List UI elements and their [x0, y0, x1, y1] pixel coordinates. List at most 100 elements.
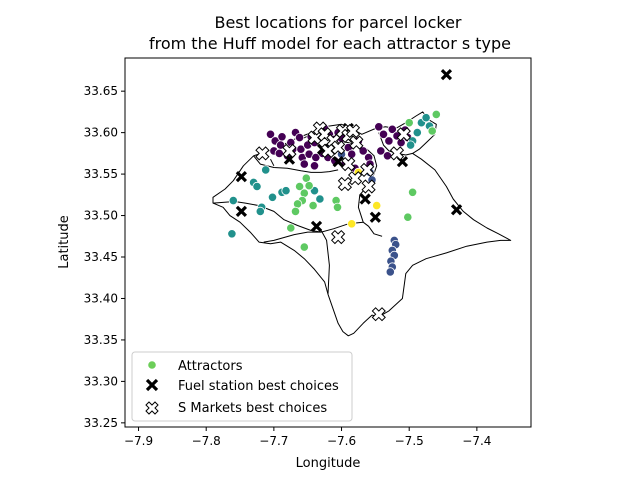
attractor-point	[292, 199, 303, 209]
s-market-marker	[255, 146, 270, 161]
attractor-point	[252, 181, 262, 192]
attractor-point	[374, 122, 384, 132]
x-tick-label: −7.5	[395, 434, 424, 448]
s-market-marker	[320, 143, 336, 159]
x-tick-label: −7.9	[124, 434, 153, 448]
s-market-marker	[360, 162, 375, 178]
legend-fuel-label: Fuel station best choices	[178, 379, 339, 394]
attractor-point	[405, 140, 416, 150]
boundary-line-1	[212, 201, 322, 233]
fuel-station-marker	[450, 204, 463, 216]
attractor-point	[308, 201, 318, 211]
y-tick-label: 33.45	[84, 250, 118, 264]
boundary-line-10	[270, 158, 275, 167]
s-market-marker	[347, 171, 363, 186]
attractor-point	[378, 129, 389, 139]
s-market-marker	[349, 135, 364, 150]
y-tick-label: 33.60	[84, 126, 118, 140]
y-tick-label: 33.35	[84, 333, 118, 347]
s-market-marker	[330, 229, 346, 245]
attractor-point	[412, 128, 422, 138]
y-tick-label: 33.55	[84, 167, 118, 181]
attractor-point	[403, 212, 413, 222]
x-tick-label: −7.4	[462, 434, 491, 448]
attractor-point	[347, 149, 357, 159]
attractor-point	[427, 126, 437, 136]
s-market-marker	[389, 146, 405, 161]
boundary-line-8	[253, 155, 339, 173]
fuel-station-marker	[235, 205, 248, 218]
chart-title-line1: Best locations for parcel locker	[214, 13, 461, 32]
attractor-point	[294, 181, 305, 192]
y-tick-label: 33.25	[84, 416, 118, 430]
fuel-station-marker	[359, 193, 371, 205]
fuel-station-marker	[310, 220, 323, 232]
attractor-point	[304, 181, 314, 191]
x-tick-label: −7.6	[327, 434, 356, 448]
attractor-point	[407, 187, 418, 197]
attractor-point	[376, 146, 386, 156]
legend-smarket-marker	[145, 401, 159, 415]
legend: Attractors Fuel station best choices S M…	[131, 351, 353, 422]
attractor-point	[265, 129, 276, 139]
attractor-point	[261, 165, 271, 175]
y-tick-label: 33.40	[84, 291, 118, 305]
attractor-point	[387, 124, 397, 134]
attractor-point	[290, 206, 301, 216]
s-market-markers	[255, 121, 411, 322]
attractor-point	[228, 196, 238, 206]
attractor-point	[299, 159, 309, 169]
x-tick-label: −7.7	[259, 434, 288, 448]
attractor-point	[431, 109, 441, 120]
attractor-point	[315, 194, 325, 204]
legend-smarket-label: S Markets best choices	[178, 401, 327, 416]
attractor-point	[281, 186, 291, 196]
legend-attractor-marker	[147, 360, 157, 370]
attractor-point	[358, 146, 368, 156]
attractor-point	[227, 229, 237, 239]
attractor-point	[384, 136, 394, 146]
s-market-marker	[371, 307, 386, 322]
plot-frame	[124, 57, 532, 428]
attractor-point	[385, 267, 395, 277]
attractor-point	[372, 201, 382, 211]
boundary-line-2	[263, 231, 322, 243]
y-tick-label: 33.50	[84, 209, 118, 223]
fuel-station-marker	[332, 156, 344, 168]
attractor-point	[255, 206, 265, 216]
chart-title-line2: from the Huff model for each attractor s…	[149, 34, 511, 53]
s-market-marker	[345, 123, 361, 139]
fuel-station-marker	[440, 68, 453, 81]
fuel-station-marker	[369, 211, 381, 223]
attractor-point	[267, 192, 278, 202]
fuel-station-marker	[235, 170, 248, 183]
attractor-point	[309, 161, 320, 171]
s-market-marker	[396, 127, 411, 142]
boundary-line-4	[320, 230, 330, 295]
y-axis-label: Latitude	[57, 215, 72, 269]
x-tick-label: −7.8	[192, 434, 221, 448]
attractor-point	[274, 148, 284, 158]
attractor-point	[286, 223, 296, 233]
attractor-point	[299, 242, 309, 252]
y-tick-label: 33.65	[84, 84, 118, 98]
attractor-point	[277, 132, 287, 142]
legend-fuel-marker	[145, 378, 159, 392]
boundary-line-6	[362, 221, 383, 237]
s-market-marker	[361, 179, 376, 194]
attractor-point	[382, 151, 393, 161]
attractor-point	[332, 202, 343, 212]
s-market-marker	[341, 156, 356, 172]
legend-box	[131, 351, 353, 422]
y-axis-ticks: 33.25 33.30 33.35 33.40 33.45 33.50 33.55 33.60…	[84, 84, 125, 430]
s-market-marker	[337, 176, 353, 192]
attractor-point	[347, 219, 357, 229]
x-axis-ticks: −7.9 −7.8 −7.7 −7.6 −7.5 −7.4	[124, 427, 491, 448]
attractor-point	[421, 113, 431, 123]
attractor-point	[294, 133, 305, 143]
s-market-marker	[282, 143, 297, 159]
legend-attractors-label: Attractors	[178, 359, 243, 374]
attractor-point	[404, 118, 414, 128]
x-axis-label: Longitude	[296, 456, 361, 471]
